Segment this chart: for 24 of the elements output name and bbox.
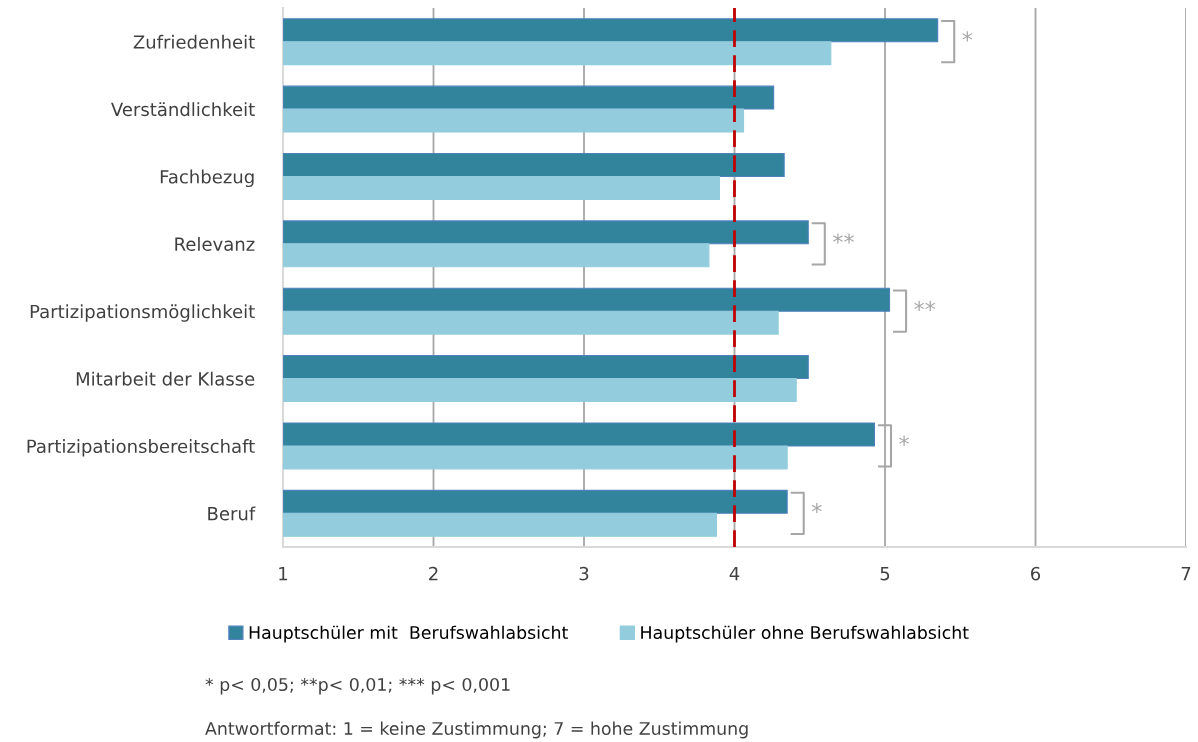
- y-tick-label: Partizipationsmöglichkeit: [30, 304, 255, 322]
- x-tick-label: 3: [579, 566, 589, 581]
- text: * p< 0,05; **p< 0,01; *** p< 0,001: [205, 677, 510, 695]
- y-tick-label: Zufriedenheit: [133, 34, 255, 49]
- x-tick-label: 4: [729, 567, 740, 581]
- x-tick-label: 6: [1031, 566, 1041, 581]
- y-tick-label: Relevanz: [175, 236, 255, 251]
- y-tick-label: Partizipationsbereitschaft: [27, 439, 255, 457]
- annotation: *: [811, 502, 822, 514]
- x-tick-label: 7: [1181, 567, 1191, 581]
- annotation: *: [899, 435, 909, 446]
- legend-label: Hauptschüler mit Berufswahlabsicht: [249, 625, 568, 643]
- y-tick-label: Fachbezug: [160, 169, 254, 188]
- x-tick-label: 2: [429, 566, 438, 581]
- y-tick-label: Beruf: [208, 506, 256, 521]
- annotation: *: [962, 31, 973, 42]
- x-tick-label: 5: [880, 567, 890, 581]
- annotation: **: [832, 233, 854, 244]
- text: Antwortformat: 1 = keine Zustimmung; 7 = hohe Zustimmung: [205, 721, 748, 739]
- annotation: **: [914, 300, 936, 311]
- legend-label: Hauptschüler ohne Berufswahlabsicht: [641, 625, 969, 643]
- y-tick-label: Verständlichkeit: [111, 102, 255, 117]
- x-tick-label: 1: [279, 567, 288, 581]
- y-tick-label: Mitarbeit der Klasse: [76, 371, 255, 386]
